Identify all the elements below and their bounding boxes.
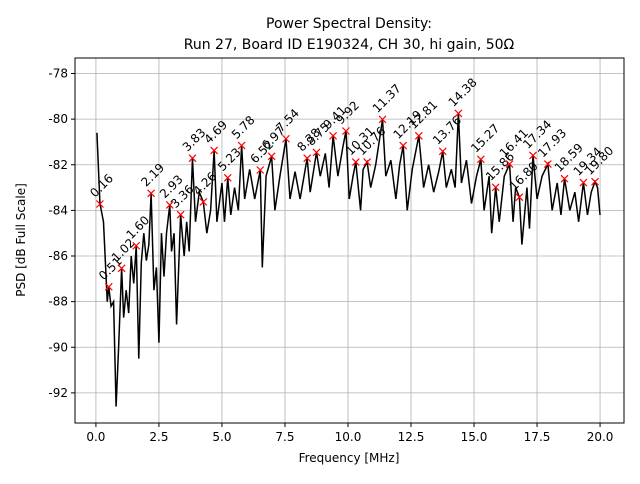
y-tick-label: -88: [48, 295, 68, 309]
peak-label: 11.37: [370, 81, 404, 115]
peak-marker: [147, 189, 156, 198]
chart-subtitle: Run 27, Board ID E190324, CH 30, hi gain…: [184, 37, 515, 53]
peak-label: 14.38: [446, 75, 480, 109]
peak-marker: [363, 158, 372, 166]
peak-marker: [96, 200, 104, 208]
peak-marker: [505, 160, 514, 169]
peak-label: 1.60: [123, 213, 152, 242]
peak-marker: [414, 131, 423, 140]
peak-marker: [399, 141, 408, 150]
peak-marker: [543, 160, 552, 169]
peak-marker: [303, 154, 312, 163]
peak-marker: [579, 178, 588, 187]
peak-marker: [454, 109, 463, 118]
chart-title: Power Spectral Density:: [266, 16, 432, 32]
peak-marker: [165, 200, 174, 209]
x-tick-label: 2.5: [149, 430, 168, 444]
peak-marker: [491, 183, 500, 192]
peak-marker: [529, 151, 537, 160]
x-tick-label: 7.5: [275, 430, 294, 444]
peak-marker: [104, 282, 113, 291]
peak-marker: [210, 146, 219, 155]
x-axis-label: Frequency [MHz]: [299, 451, 400, 465]
x-tick-label: 15.0: [461, 430, 488, 444]
peak-label: 5.78: [229, 113, 258, 142]
x-tick-label: 20.0: [587, 430, 614, 444]
peak-marker: [378, 115, 387, 124]
y-tick-label: -78: [48, 67, 68, 81]
y-tick-label: -90: [48, 340, 68, 354]
peak-marker: [560, 174, 569, 183]
y-tick-label: -86: [48, 249, 68, 263]
peak-marker: [342, 127, 350, 135]
peak-marker: [476, 155, 485, 164]
peak-marker: [188, 154, 197, 163]
y-axis-label: PSD [dB Full Scale]: [14, 183, 28, 297]
peak-marker: [223, 173, 232, 182]
peak-label: 7.54: [273, 106, 302, 135]
peak-marker: [515, 193, 524, 202]
peak-marker: [117, 264, 126, 273]
peak-marker: [256, 166, 265, 174]
psd-line: [96, 113, 601, 407]
peak-marker: [312, 148, 321, 157]
peak-marker: [329, 131, 338, 140]
y-tick-label: -84: [48, 203, 68, 217]
peak-marker: [267, 152, 276, 161]
peak-marker: [591, 177, 599, 186]
peak-marker: [351, 158, 360, 166]
x-tick-label: 12.5: [398, 430, 425, 444]
peak-marker: [176, 210, 185, 219]
plot-frame: [74, 57, 625, 424]
y-tick-label: -82: [48, 158, 68, 172]
peak-label: 0.16: [87, 171, 116, 200]
x-tick-label: 17.5: [524, 430, 551, 444]
x-tick-label: 0.0: [86, 430, 105, 444]
peak-label: 4.69: [201, 118, 230, 147]
peak-marker: [438, 147, 447, 156]
peak-marker: [282, 134, 290, 143]
peak-marker: [199, 198, 208, 206]
x-tick-label: 10.0: [335, 430, 362, 444]
x-tick-label: 5.0: [212, 430, 231, 444]
peak-label: 5.23: [215, 145, 244, 174]
y-tick-label: -92: [48, 386, 68, 400]
peak-marker: [132, 241, 141, 250]
peak-marker: [237, 141, 246, 150]
y-tick-label: -80: [48, 112, 68, 126]
